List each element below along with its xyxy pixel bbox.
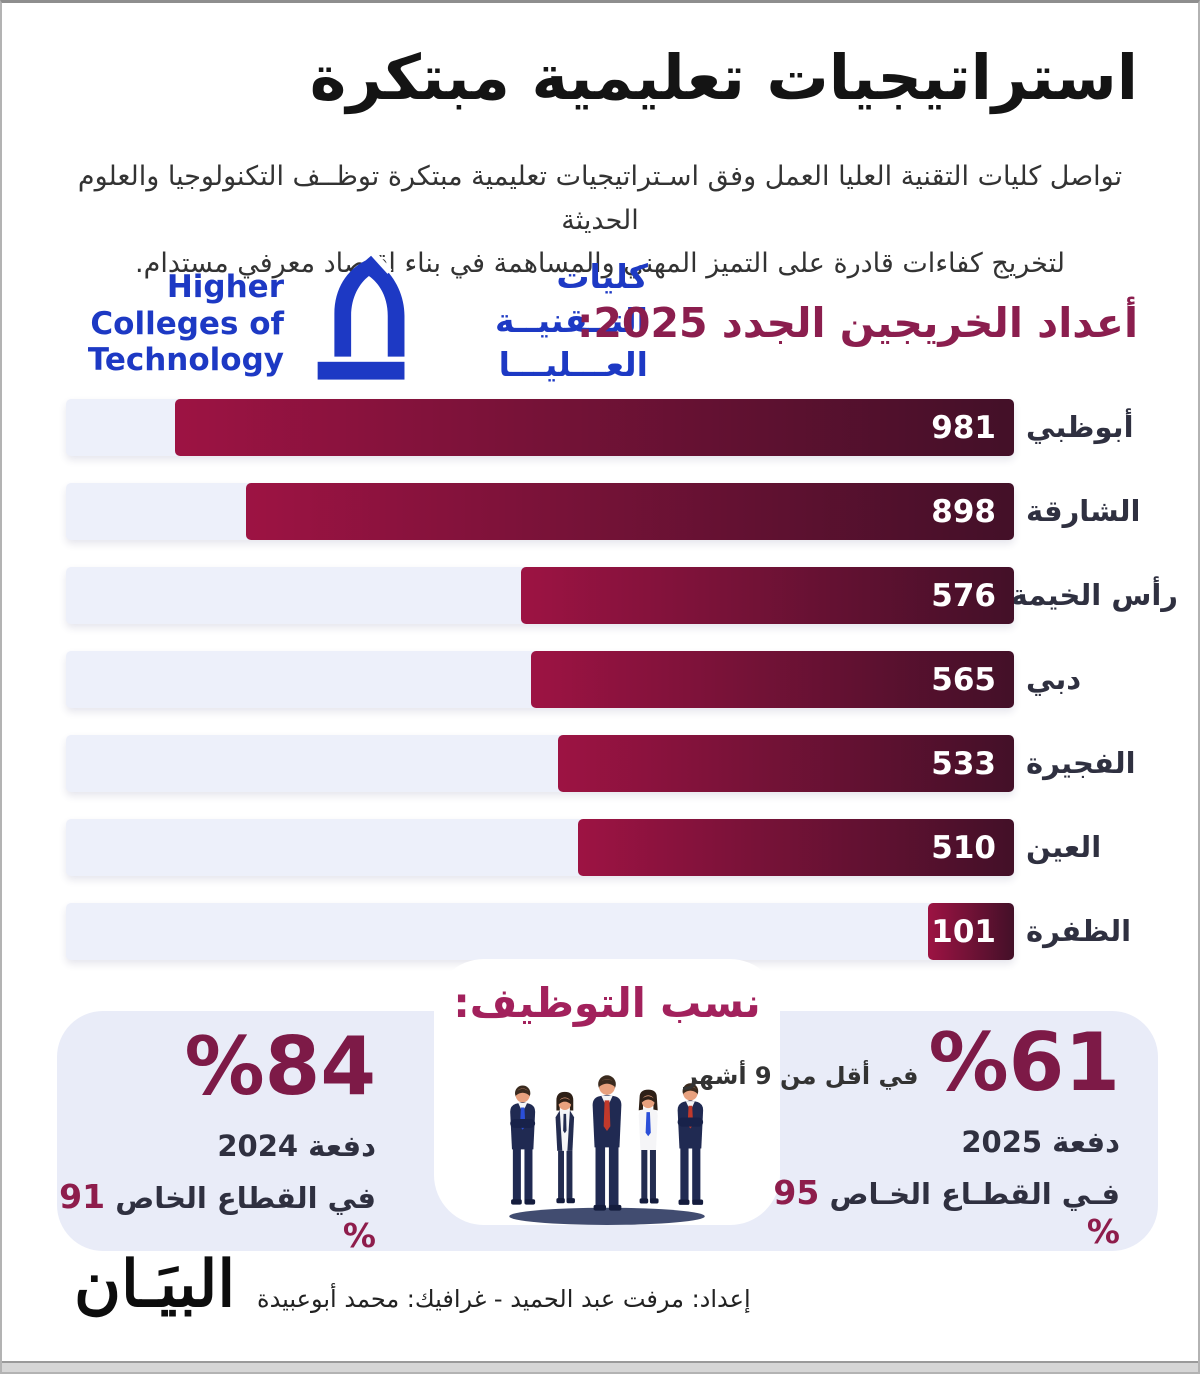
batch-label-2025: دفعة 2025: [961, 1125, 1120, 1159]
hct-english-line: Technology: [87, 342, 284, 379]
private-sector-percent-2024: 91 %: [59, 1177, 376, 1255]
bar-category-label: العين: [1026, 830, 1102, 864]
bar-category-label: أبوظبي: [1026, 410, 1134, 444]
bar-track: 101: [66, 903, 1014, 960]
bar-row: 533 الفجيرة: [66, 735, 1178, 792]
bar-value-label: 576: [931, 577, 996, 614]
bar-track: 898: [66, 483, 1014, 540]
bar-fill: 565: [530, 651, 1014, 708]
bar-track: 576: [66, 567, 1014, 624]
employment-card-2024: %84 دفعة 2024 في القطاع الخاص 91 %: [36, 1027, 376, 1256]
bar-category-label: دبي: [1026, 662, 1082, 696]
hct-english-line: Colleges of: [90, 305, 284, 342]
hct-logo-english: Higher Colleges of Technology: [62, 269, 284, 379]
page-title: استراتيجيات تعليمية مبتكرة: [309, 41, 1139, 114]
hct-arch-icon: [317, 253, 405, 380]
employment-percent-note: في أقل من 9 أشهر: [683, 1062, 919, 1090]
private-sector-percent-2025: 95 %: [773, 1173, 1120, 1251]
bar-category-label: الشارقة: [1026, 494, 1141, 528]
employment-percent-2025: %61: [928, 1016, 1120, 1109]
logo-band: Higher Colleges of Technology كليات التـ…: [62, 253, 1138, 395]
bar-value-label: 533: [931, 745, 996, 782]
bar-value-label: 898: [931, 493, 996, 530]
subtitle-line-1: تواصل كليات التقنية العليا العمل وفق اسـ…: [77, 161, 1123, 236]
bar-value-label: 981: [931, 409, 996, 446]
employment-heading: نسب التوظيف:: [453, 979, 761, 1027]
bar-category-label: الظفرة: [1026, 914, 1132, 948]
bar-category-label: رأس الخيمة: [1010, 578, 1178, 612]
bar-row: 510 العين: [66, 819, 1178, 876]
bar-fill: 898: [246, 483, 1014, 540]
bar-fill: 101: [927, 903, 1014, 960]
hct-logo-arabic: كليات التــقنيــة العـــليـــا: [452, 255, 648, 388]
al-bayan-logo: البيَـان: [74, 1247, 236, 1322]
employment-card-2025: %61 في أقل من 9 أشهر دفعة 2025 فـي القطـ…: [684, 1016, 1120, 1252]
graduates-chart-heading: أعداد الخريجين الجدد 2025:: [577, 299, 1138, 347]
bar-value-label: 101: [931, 913, 996, 950]
bar-row: 101 الظفرة: [66, 903, 1178, 960]
private-sector-line-2024: في القطاع الخاص 91 %: [36, 1177, 376, 1255]
bar-value-label: 510: [931, 829, 996, 866]
bar-track: 565: [66, 651, 1014, 708]
hct-arabic-line: العـــليـــا: [498, 345, 648, 385]
bar-row: 565 دبي: [66, 651, 1178, 708]
bar-track: 533: [66, 735, 1014, 792]
bar-fill: 981: [175, 399, 1014, 456]
bar-category-label: الفجيرة: [1026, 746, 1136, 780]
bar-value-label: 565: [931, 661, 996, 698]
bar-row: 981 أبوظبي: [66, 399, 1178, 456]
batch-label-2024: دفعة 2024: [217, 1129, 376, 1163]
subtitle-line-2: لتخريج كفاءات قادرة على التميز المهني وا…: [135, 248, 1065, 280]
employment-percent-row: %84: [36, 1027, 376, 1107]
page-subtitle: تواصل كليات التقنية العليا العمل وفق اسـ…: [57, 155, 1143, 286]
bar-fill: 510: [577, 819, 1014, 876]
business-people-illustration: [509, 1075, 705, 1225]
hct-arabic-line: التــقنيــة: [495, 301, 648, 341]
page-bottom-border: [2, 1361, 1198, 1372]
bar-track: 510: [66, 819, 1014, 876]
bar-fill: 533: [558, 735, 1014, 792]
bar-fill: 576: [521, 567, 1014, 624]
employment-percent-2024: %84: [184, 1020, 376, 1113]
private-sector-label: في القطاع الخاص: [115, 1181, 376, 1215]
employment-percent-row: %61 في أقل من 9 أشهر: [684, 1016, 1120, 1109]
bar-row: 898 الشارقة: [66, 483, 1178, 540]
graduates-bar-chart: 981 أبوظبي 898 الشارقة 576 رأس الخيمة 565 دبي 53…: [66, 399, 1178, 987]
hct-arabic-line: كليات: [556, 257, 648, 296]
bar-row: 576 رأس الخيمة: [66, 567, 1178, 624]
bar-track: 981: [66, 399, 1014, 456]
private-sector-label: فـي القطـاع الخـاص: [829, 1177, 1120, 1211]
hct-english-line: Higher: [166, 269, 284, 305]
private-sector-line-2025: فـي القطـاع الخـاص 95 %: [760, 1173, 1120, 1251]
credits-line: إعداد: مرفت عبد الحميد - غرافيك: محمد أب…: [257, 1285, 751, 1313]
